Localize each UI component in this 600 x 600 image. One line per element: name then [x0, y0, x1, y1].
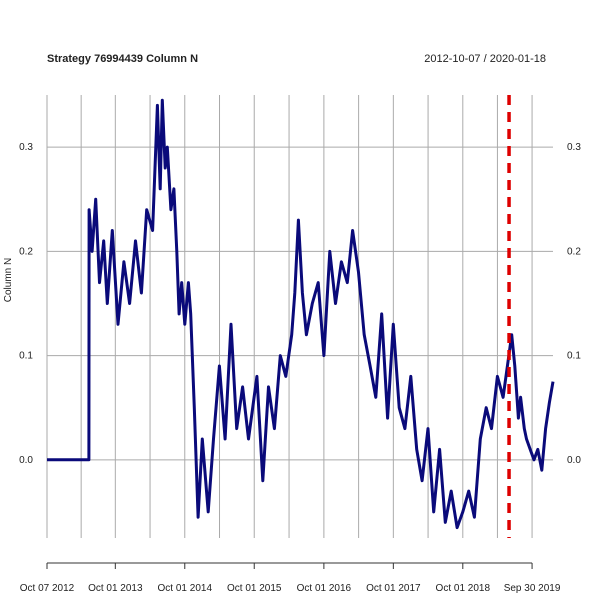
x-tick-label: Oct 01 2013: [88, 583, 143, 594]
series-line: [47, 98, 555, 530]
x-tick-label: Oct 01 2015: [227, 583, 282, 594]
axes: 0.0 0.0 0.1 0.1 0.2 0.2 0.3 0.3 Oct 07 2012 Oct 0…: [19, 142, 581, 594]
y-tick-label-right: 0.2: [567, 246, 581, 257]
x-tick-label: Oct 07 2012: [20, 583, 75, 594]
y-tick-label-left: 0.3: [19, 142, 33, 153]
chart-date-range: 2012-10-07 / 2020-01-18: [424, 53, 546, 65]
y-tick-label-left: 0.1: [19, 351, 33, 362]
y-tick-label-right: 0.0: [567, 455, 581, 466]
x-tick-label: Oct 01 2016: [297, 583, 352, 594]
x-tick-label: Oct 01 2014: [158, 583, 213, 594]
x-tick-label: Oct 01 2018: [436, 583, 491, 594]
x-tick-label: Sep 30 2019: [504, 583, 561, 594]
y-axis-label: Column N: [3, 258, 14, 302]
x-tick-label: Oct 01 2017: [366, 583, 421, 594]
series-lines: [47, 98, 555, 530]
y-tick-label-right: 0.1: [567, 351, 581, 362]
chart-title: Strategy 76994439 Column N: [47, 53, 198, 65]
y-tick-label-left: 0.0: [19, 455, 33, 466]
y-tick-label-left: 0.2: [19, 246, 33, 257]
y-tick-label-right: 0.3: [567, 142, 581, 153]
